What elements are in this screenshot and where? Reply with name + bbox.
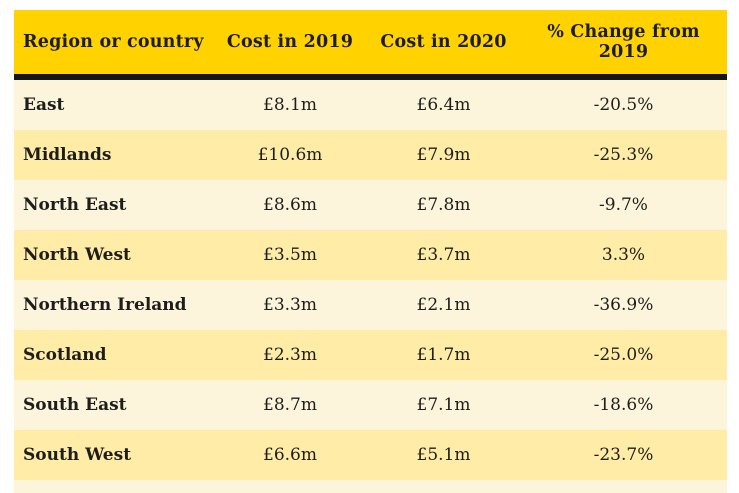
table-row-scotland: Scotland £2.3m £1.7m -25.0% — [14, 330, 727, 380]
header-percent-change: % Change from 2019 — [520, 10, 727, 80]
table-row-south-west: South West £6.6m £5.1m -23.7% — [14, 430, 727, 480]
percent-change-cell: -20.5% — [520, 77, 727, 130]
cost-2020-cell: £2.1m — [367, 280, 520, 330]
table-row-midlands: Midlands £10.6m £7.9m -25.3% — [14, 130, 727, 180]
region-cell: Midlands — [14, 130, 213, 180]
percent-change-cell: -9.7% — [520, 180, 727, 230]
percent-change-cell: 3.3% — [520, 230, 727, 280]
cost-2020-cell: £5.1m — [367, 430, 520, 480]
region-cell: Northern Ireland — [14, 280, 213, 330]
cost-2020-cell: £7.1m — [367, 380, 520, 430]
cost-2019-cell: £2.3m — [213, 330, 367, 380]
table-figure: Region or country Cost in 2019 Cost in 2… — [0, 10, 739, 493]
table-row-north-east: North East £8.6m £7.8m -9.7% — [14, 180, 727, 230]
region-cell: South West — [14, 430, 213, 480]
table-row-northern-ireland: Northern Ireland £3.3m £2.1m -36.9% — [14, 280, 727, 330]
table-row-north-west: North West £3.5m £3.7m 3.3% — [14, 230, 727, 280]
cost-2019-cell: £10.6m — [213, 130, 367, 180]
cost-2019-cell: £8.1m — [213, 77, 367, 130]
percent-change-cell: -25.3% — [520, 130, 727, 180]
header-row: Region or country Cost in 2019 Cost in 2… — [14, 10, 727, 80]
region-cell: East — [14, 77, 213, 130]
percent-change-cell: -18.6% — [520, 380, 727, 430]
region-cell: South East — [14, 380, 213, 430]
cost-2019-cell: £8.6m — [213, 180, 367, 230]
region-cell: North West — [14, 230, 213, 280]
empty-cell — [520, 480, 727, 493]
empty-cell — [14, 480, 213, 493]
cost-2020-cell: £6.4m — [367, 77, 520, 130]
cost-2019-cell: £6.6m — [213, 430, 367, 480]
header-cost-2020: Cost in 2020 — [367, 10, 520, 80]
percent-change-cell: -36.9% — [520, 280, 727, 330]
cost-2020-cell: £7.8m — [367, 180, 520, 230]
cost-2019-cell: £3.5m — [213, 230, 367, 280]
table-row-partial-clipped — [14, 480, 727, 493]
region-cell: North East — [14, 180, 213, 230]
cost-2020-cell: £1.7m — [367, 330, 520, 380]
table-row-east: East £8.1m £6.4m -20.5% — [14, 77, 727, 130]
empty-cell — [367, 480, 520, 493]
header-region-or-country: Region or country — [14, 10, 213, 80]
cost-2020-cell: £7.9m — [367, 130, 520, 180]
regional-cost-table: Region or country Cost in 2019 Cost in 2… — [14, 10, 727, 493]
empty-cell — [213, 480, 367, 493]
header-cost-2019: Cost in 2019 — [213, 10, 367, 80]
table-row-south-east: South East £8.7m £7.1m -18.6% — [14, 380, 727, 430]
region-cell: Scotland — [14, 330, 213, 380]
cost-2020-cell: £3.7m — [367, 230, 520, 280]
percent-change-cell: -25.0% — [520, 330, 727, 380]
percent-change-cell: -23.7% — [520, 430, 727, 480]
cost-2019-cell: £3.3m — [213, 280, 367, 330]
cost-2019-cell: £8.7m — [213, 380, 367, 430]
